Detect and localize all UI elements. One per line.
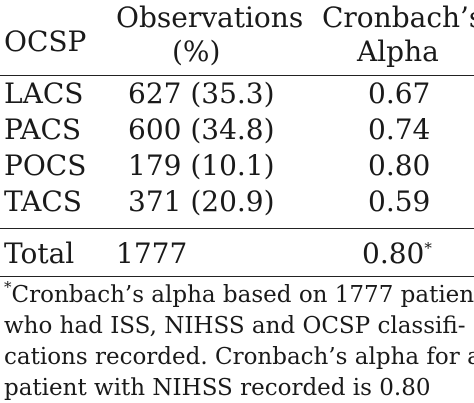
footnote-line: who had ISS, NIHSS and OCSP classifi- [4, 313, 466, 339]
footnote-line: cations recorded. Cronbach’s alpha for a… [4, 344, 474, 370]
row-observations: 371 (20.9) [128, 185, 275, 218]
header-ocsp: OCSP [4, 25, 87, 58]
footnote-line: patient with NIHSS recorded is 0.80 [4, 375, 431, 401]
total-label: Total [4, 237, 75, 270]
header-observations: Observations [116, 1, 304, 34]
row-observations: 179 (10.1) [128, 149, 275, 182]
row-observations: 600 (34.8) [128, 113, 275, 146]
row-label: PACS [4, 113, 82, 146]
row-alpha: 0.59 [368, 185, 431, 218]
total-alpha-mark: * [424, 239, 432, 257]
row-alpha: 0.74 [368, 113, 431, 146]
footnote-line: *Cronbach’s alpha based on 1777 patients [4, 278, 474, 309]
row-label: TACS [4, 185, 82, 218]
footnote-rule [0, 276, 474, 277]
header-rule [0, 75, 474, 76]
row-alpha: 0.80 [368, 149, 431, 182]
header-alpha: Alpha [357, 35, 439, 68]
header-cronbach: Cronbach’s [322, 1, 474, 34]
total-observations: 1777 [116, 237, 188, 270]
total-rule [0, 228, 474, 229]
row-observations: 627 (35.3) [128, 77, 275, 110]
row-label: POCS [4, 149, 87, 182]
row-alpha: 0.67 [368, 77, 431, 110]
footnote-mark: * [4, 278, 12, 296]
total-alpha: 0.80* [362, 237, 432, 270]
header-percent: (%) [172, 35, 221, 68]
row-label: LACS [4, 77, 84, 110]
